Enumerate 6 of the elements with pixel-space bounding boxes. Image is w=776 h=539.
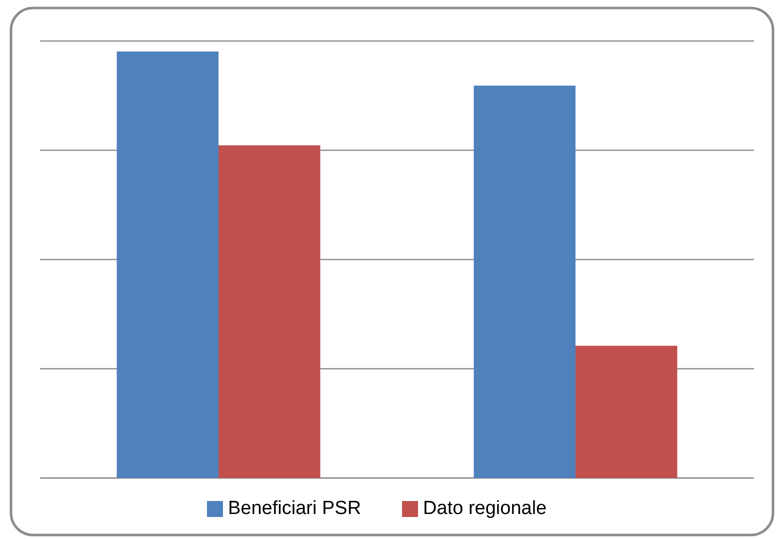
legend-label: Dato regionale: [423, 498, 547, 520]
bar: [576, 346, 678, 478]
bar: [116, 51, 218, 478]
bar: [474, 86, 576, 478]
legend-label: Beneficiari PSR: [228, 498, 362, 520]
bar: [218, 145, 320, 478]
